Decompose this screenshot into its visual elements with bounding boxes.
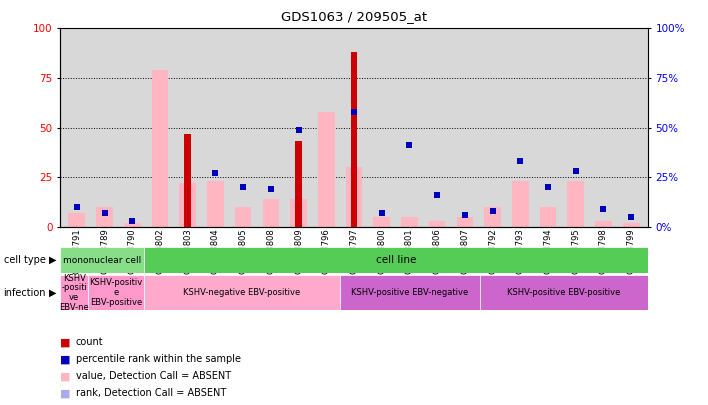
Bar [60, 247, 144, 273]
Text: mononuclear cell: mononuclear cell [63, 256, 142, 265]
Bar [350, 52, 358, 227]
Bar [623, 223, 639, 227]
Bar [290, 199, 307, 227]
Text: ▶: ▶ [50, 255, 57, 265]
Text: KSHV
-positi
ve
EBV-ne: KSHV -positi ve EBV-ne [59, 273, 89, 312]
Bar [69, 213, 85, 227]
Bar [595, 221, 612, 227]
Bar [512, 181, 529, 227]
Bar [480, 275, 648, 310]
Text: cell line: cell line [376, 255, 416, 265]
Bar [373, 217, 390, 227]
Bar [60, 275, 88, 310]
Bar [457, 217, 473, 227]
Bar [144, 247, 648, 273]
Bar [295, 141, 302, 227]
Text: KSHV-positive EBV-negative: KSHV-positive EBV-negative [351, 288, 469, 297]
Bar [207, 181, 224, 227]
Bar [152, 70, 169, 227]
Bar [184, 134, 191, 227]
Bar [401, 217, 418, 227]
Text: value, Detection Call = ABSENT: value, Detection Call = ABSENT [76, 371, 231, 381]
Bar [144, 275, 340, 310]
Bar [539, 207, 556, 227]
Bar [235, 207, 251, 227]
Text: percentile rank within the sample: percentile rank within the sample [76, 354, 241, 364]
Text: infection: infection [4, 288, 46, 298]
Bar [88, 275, 144, 310]
Bar [96, 207, 113, 227]
Bar [346, 167, 362, 227]
Text: ■: ■ [60, 354, 71, 364]
Bar [179, 183, 196, 227]
Bar [484, 207, 501, 227]
Bar [124, 223, 141, 227]
Text: ▶: ▶ [50, 288, 57, 298]
Bar [567, 181, 584, 227]
Bar [340, 275, 480, 310]
Text: ■: ■ [60, 337, 71, 347]
Text: GDS1063 / 209505_at: GDS1063 / 209505_at [281, 10, 427, 23]
Text: KSHV-positiv
e
EBV-positive: KSHV-positiv e EBV-positive [89, 278, 143, 307]
Text: count: count [76, 337, 103, 347]
Bar [429, 221, 445, 227]
Bar [263, 199, 279, 227]
Text: KSHV-negative EBV-positive: KSHV-negative EBV-positive [183, 288, 301, 297]
Text: ■: ■ [60, 388, 71, 398]
Text: rank, Detection Call = ABSENT: rank, Detection Call = ABSENT [76, 388, 226, 398]
Bar [318, 112, 335, 227]
Text: KSHV-positive EBV-positive: KSHV-positive EBV-positive [507, 288, 620, 297]
Text: cell type: cell type [4, 255, 45, 265]
Text: ■: ■ [60, 371, 71, 381]
